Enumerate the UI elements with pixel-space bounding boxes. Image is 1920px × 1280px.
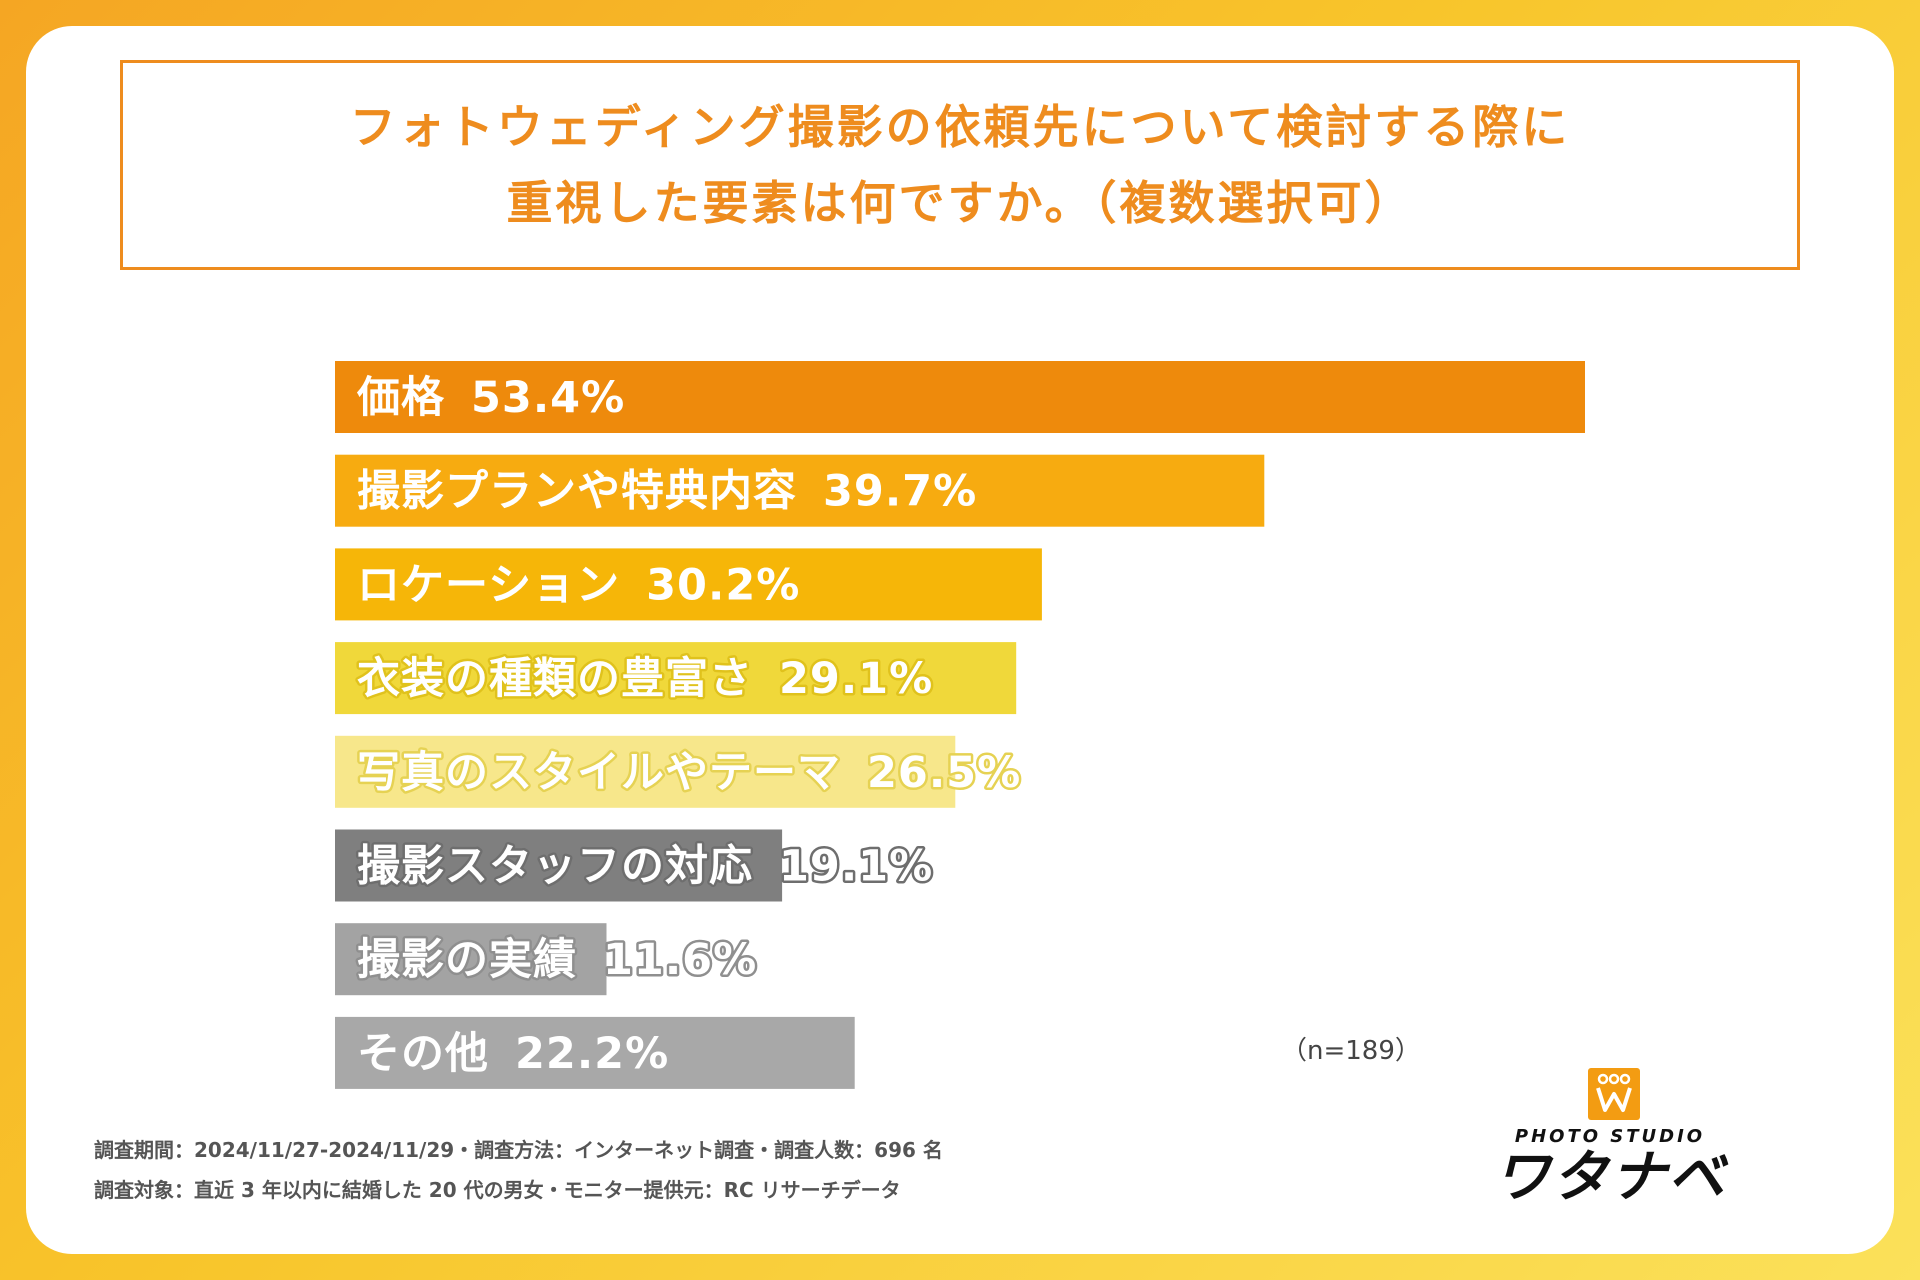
chart-title-line-1: フォトウェディング撮影の依頼先について検討する際に — [349, 100, 1571, 154]
bar-label-5: 撮影スタッフの対応 19.1% — [357, 842, 933, 892]
bar-0 — [335, 361, 1585, 433]
bar-value-1: 39.7% — [823, 467, 977, 517]
title-box: フォトウェディング撮影の依頼先について検討する際に 重視した要素は何ですか。（複… — [120, 60, 1800, 270]
logo-studio-text: PHOTO STUDIO — [1514, 1126, 1706, 1147]
bar-label-3: 衣装の種類の豊富さ 29.1% — [357, 654, 933, 704]
bar-category-2: ロケーション — [357, 560, 620, 610]
bar-6 — [335, 923, 607, 996]
bar-label-0: 価格 53.4% — [356, 373, 625, 423]
survey-period-text: 調査期間：2024/11/27-2024/11/29・調査方法：インターネット調… — [94, 1138, 943, 1162]
bar-category-1: 撮影プランや特典内容 — [357, 467, 797, 517]
chart-title-line-2: 重視した要素は何ですか。（複数選択可） — [506, 176, 1414, 230]
bar-label-4: 写真のスタイルやテーマ 26.5% — [357, 748, 1021, 798]
logo-name-text: ワタナベ — [1494, 1145, 1726, 1210]
survey-target-text: 調査対象：直近 3 年以内に結婚した 20 代の男女・モニター提供元：RC リサ… — [94, 1178, 901, 1202]
bar-label-2: ロケーション 30.2% — [357, 560, 800, 610]
bar-category-0: 価格 — [356, 373, 445, 423]
bar-value-6: 11.6% — [603, 935, 757, 985]
bar-value-5: 19.1% — [779, 842, 933, 892]
bar-7 — [335, 1016, 855, 1089]
bar-1 — [335, 454, 1265, 527]
bar-label-1: 撮影プランや特典内容 39.7% — [357, 467, 977, 517]
survey-footer: 調査期間：2024/11/27-2024/11/29・調査方法：インターネット調… — [94, 1130, 943, 1210]
bar-label-7: その他 22.2% — [357, 1029, 669, 1079]
bar-value-4: 26.5% — [867, 748, 1021, 798]
bar-category-7: その他 — [357, 1029, 489, 1079]
bar-category-6: 撮影の実績 — [357, 935, 577, 985]
bar-3 — [335, 642, 1017, 715]
crown-w-icon — [1588, 1068, 1640, 1120]
bar-value-2: 30.2% — [646, 560, 800, 610]
bar-category-5: 撮影スタッフの対応 — [357, 842, 753, 892]
studio-logo: PHOTO STUDIO ワタナベ — [1450, 1068, 1770, 1218]
bar-5 — [335, 829, 783, 902]
bar-label-6: 撮影の実績 11.6% — [357, 935, 757, 985]
bar-category-4: 写真のスタイルやテーマ — [357, 748, 841, 798]
bar-value-7: 22.2% — [515, 1029, 669, 1079]
bar-4 — [335, 735, 956, 808]
bar-2 — [335, 548, 1042, 621]
bar-category-3: 衣装の種類の豊富さ — [357, 654, 753, 704]
bar-value-0: 53.4% — [471, 373, 625, 423]
sample-size-label: （n=189） — [1281, 1036, 1421, 1066]
bar-value-3: 29.1% — [779, 654, 933, 704]
